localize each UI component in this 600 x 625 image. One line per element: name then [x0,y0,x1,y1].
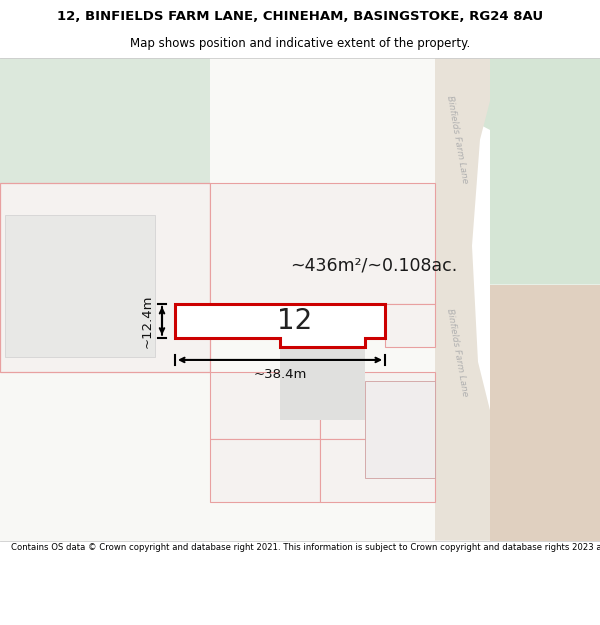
Polygon shape [5,215,155,357]
Polygon shape [210,371,320,439]
Text: Contains OS data © Crown copyright and database right 2021. This information is : Contains OS data © Crown copyright and d… [11,543,600,552]
Polygon shape [0,183,210,541]
Polygon shape [320,371,435,439]
Polygon shape [210,58,435,541]
Polygon shape [210,183,435,304]
Polygon shape [175,304,385,348]
Polygon shape [490,284,600,541]
Polygon shape [365,381,435,478]
Text: Map shows position and indicative extent of the property.: Map shows position and indicative extent… [130,37,470,49]
Polygon shape [385,304,435,348]
Text: ~436m²/~0.108ac.: ~436m²/~0.108ac. [290,256,457,274]
Text: Binfields Farm Lane: Binfields Farm Lane [445,308,469,397]
Polygon shape [435,58,600,284]
Polygon shape [0,183,210,371]
Polygon shape [280,304,365,348]
Polygon shape [280,348,365,420]
Text: ~12.4m: ~12.4m [140,294,154,348]
Text: 12, BINFIELDS FARM LANE, CHINEHAM, BASINGSTOKE, RG24 8AU: 12, BINFIELDS FARM LANE, CHINEHAM, BASIN… [57,9,543,22]
Polygon shape [0,58,310,231]
Polygon shape [320,439,435,502]
Text: Binfields Farm Lane: Binfields Farm Lane [445,95,469,184]
Polygon shape [210,439,320,502]
Text: 12: 12 [277,308,313,335]
Polygon shape [435,58,490,541]
Text: ~38.4m: ~38.4m [253,368,307,381]
